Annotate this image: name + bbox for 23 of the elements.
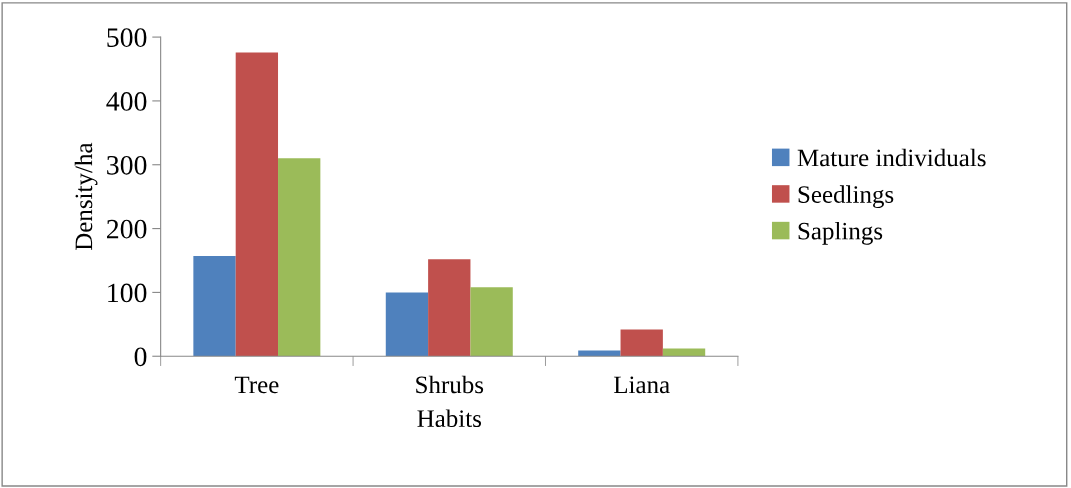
y-tick-label: 300	[107, 155, 147, 175]
legend-label: Mature individuals	[797, 148, 986, 167]
y-tick-label: 100	[108, 283, 147, 303]
bar	[235, 52, 279, 357]
bar	[193, 256, 236, 357]
y-tick-label: 200	[107, 219, 147, 239]
y-axis-title: Density/ha	[74, 142, 98, 251]
x-tick-label: Shrubs	[416, 375, 484, 394]
bar	[278, 158, 321, 357]
y-tick-label: 400	[106, 92, 147, 111]
legend-label: Seedlings	[798, 185, 894, 209]
x-axis-title: Habits	[417, 409, 482, 428]
y-tick-label: 500	[107, 28, 147, 47]
bar	[470, 287, 513, 357]
y-tick-label: 0	[134, 347, 147, 367]
bar	[578, 350, 621, 357]
x-tick-label: Tree	[234, 376, 279, 394]
legend-label: Saplings	[798, 221, 883, 245]
bar	[662, 348, 706, 357]
bar	[428, 259, 471, 357]
x-tick-label: Liana	[613, 376, 670, 394]
bar	[620, 329, 663, 357]
bar	[385, 292, 429, 357]
